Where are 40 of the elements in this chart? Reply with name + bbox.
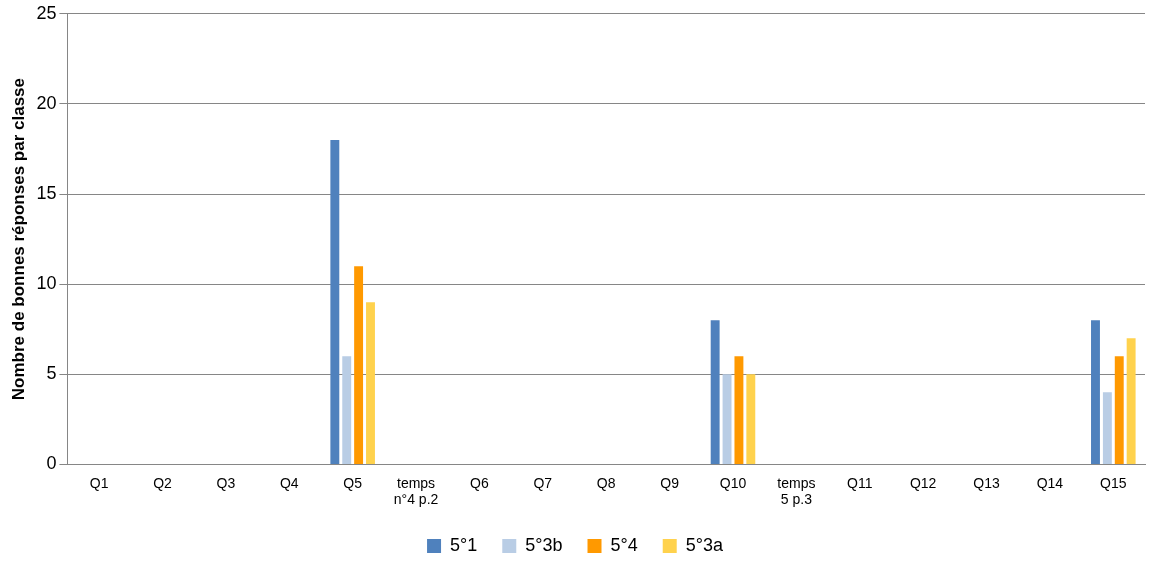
bar [710,320,720,464]
bar [746,374,756,464]
x-tick-label: Q11 [847,474,873,491]
bar [722,374,732,464]
x-tick-label: Q2 [153,474,173,491]
bar [1091,320,1100,464]
x-tick-label: Q1 [89,474,109,491]
legend-label: 5°1 [450,534,478,555]
x-tick-label: Q5 [343,474,363,491]
x-tick-label: Q15 [1100,474,1127,491]
bar [354,266,364,464]
legend-label: 5°3a [685,534,724,555]
x-tick-label: Q14 [1036,474,1064,491]
bar [1126,338,1136,464]
x-tick-label: Q6 [470,474,489,491]
bar [734,356,744,464]
bar [342,356,352,464]
y-axis-title: Nombre de bonnes réponses par classe [8,78,28,401]
y-tick-label: 20 [36,92,57,113]
x-tick-label: Q3 [216,474,236,491]
legend-label: 5°4 [610,534,638,555]
legend-label: 5°3b [525,534,563,555]
x-tick-label: Q12 [909,474,937,491]
x-tick-label: Q4 [279,474,299,491]
bar [1114,356,1124,464]
bar [366,302,375,464]
y-tick-label: 5 [46,363,57,384]
y-tick-label: 10 [36,273,57,294]
x-tick-label: Q8 [596,474,616,491]
x-tick-label: temps 5 p.3 [777,474,816,508]
y-tick-label: 25 [36,2,57,23]
bar [330,139,340,464]
x-tick-label: Q10 [719,474,747,491]
y-tick-label: 15 [36,183,57,204]
x-tick-label: temps n°4 p.2 [393,474,439,508]
bar [1102,392,1112,464]
x-tick-label: Q7 [533,474,553,491]
x-tick-label: Q9 [660,474,680,491]
x-tick-label: Q13 [973,474,1000,491]
y-tick-label: 0 [46,453,57,474]
